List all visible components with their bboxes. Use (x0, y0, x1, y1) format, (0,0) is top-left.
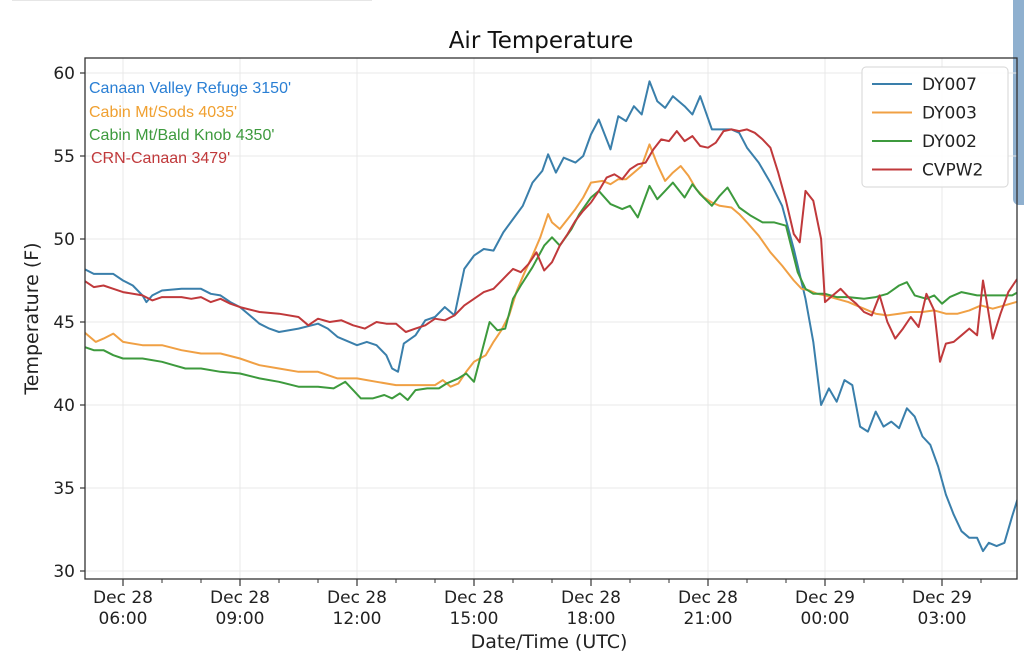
x-tick-label-time: 18:00 (567, 609, 616, 629)
x-tick-label-date: Dec 28 (561, 588, 621, 608)
y-tick-label: 55 (53, 147, 75, 167)
x-tick-label-time: 06:00 (99, 609, 148, 629)
x-tick-label-time: 00:00 (801, 609, 850, 629)
chart-title: Air Temperature (449, 28, 634, 54)
x-tick-label-time: 15:00 (450, 609, 499, 629)
annotation-label: Cabin Mt/Bald Knob 4350' (89, 127, 274, 144)
x-tick-label-date: Dec 28 (93, 588, 153, 608)
x-tick-label-time: 21:00 (684, 609, 733, 629)
x-tick-label-date: Dec 28 (444, 588, 504, 608)
station-annotations: Canaan Valley Refuge 3150' Cabin Mt/Sods … (89, 80, 291, 167)
y-axis-title: Temperature (F) (21, 242, 43, 395)
series-line-dy002 (85, 181, 1017, 401)
series-line-dy007 (85, 80, 1017, 553)
side-panel-handle[interactable] (1013, 0, 1024, 205)
x-tick-label-date: Dec 28 (678, 588, 738, 608)
series-lines (85, 80, 1017, 553)
series-line-cvpw2 (85, 128, 1017, 363)
y-tick-label: 30 (53, 562, 75, 582)
annotation-label: CRN-Canaan 3479' (91, 150, 230, 167)
x-tick-label-time: 03:00 (918, 609, 967, 629)
x-tick-label-date: Dec 28 (327, 588, 387, 608)
legend-label: DY002 (922, 132, 977, 152)
x-tick-label-date: Dec 29 (912, 588, 972, 608)
annotation-label: Cabin Mt/Sods 4035' (89, 104, 237, 121)
y-tick-label: 35 (53, 479, 75, 499)
legend: DY007 DY003 DY002 CVPW2 (861, 66, 1009, 188)
plot-frame (84, 57, 1018, 580)
x-tick-label-date: Dec 29 (795, 588, 855, 608)
y-tick-label: 60 (53, 64, 75, 84)
top-divider (12, 0, 372, 1)
x-axis-title: Date/Time (UTC) (471, 631, 628, 653)
y-tick-label: 50 (53, 230, 75, 250)
x-tick-label-time: 09:00 (216, 609, 265, 629)
x-tick-label-date: Dec 28 (210, 588, 270, 608)
x-tick-label-time: 12:00 (333, 609, 382, 629)
y-tick-label: 45 (53, 313, 75, 333)
legend-label: DY003 (922, 104, 977, 124)
y-tick-label: 40 (53, 396, 75, 416)
y-axis: 30 35 40 45 50 55 60 (53, 64, 85, 582)
legend-label: DY007 (922, 75, 977, 95)
annotation-label: Canaan Valley Refuge 3150' (89, 80, 291, 97)
legend-label: CVPW2 (922, 161, 983, 181)
series-line-dy003 (85, 143, 1017, 388)
legend-box (861, 66, 1009, 188)
